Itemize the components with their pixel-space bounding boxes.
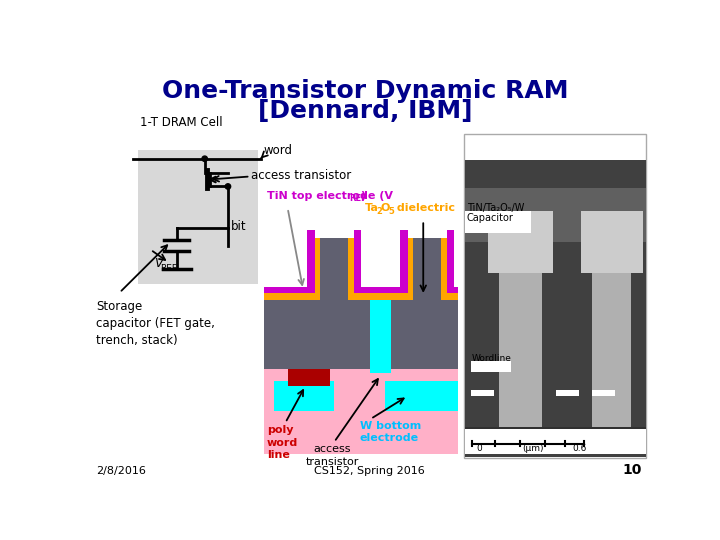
Text: REF: REF — [349, 194, 366, 203]
Text: 5: 5 — [388, 207, 395, 216]
Bar — [264, 293, 458, 300]
Polygon shape — [408, 238, 446, 306]
Circle shape — [225, 184, 230, 189]
Text: 0.6: 0.6 — [573, 444, 588, 454]
Bar — [264, 300, 458, 369]
Text: Wordline: Wordline — [472, 354, 511, 363]
Text: Storage
capacitor (FET gate,
trench, stack): Storage capacitor (FET gate, trench, sta… — [96, 300, 215, 347]
Bar — [465, 427, 646, 450]
Bar — [593, 273, 631, 427]
Bar — [471, 390, 494, 396]
Bar — [413, 238, 441, 306]
Text: 2: 2 — [376, 207, 382, 216]
Bar — [264, 287, 458, 294]
Text: poly
word
line: poly word line — [266, 425, 298, 460]
Text: TiN top electrode (V: TiN top electrode (V — [266, 191, 392, 201]
Bar — [556, 390, 579, 396]
Text: 1-T DRAM Cell: 1-T DRAM Cell — [140, 117, 223, 130]
Bar — [274, 381, 334, 411]
Bar — [287, 369, 330, 386]
Text: 0: 0 — [476, 444, 482, 454]
Text: O: O — [381, 203, 390, 213]
Bar — [580, 211, 642, 273]
Text: (μm): (μm) — [523, 444, 544, 454]
Text: REF: REF — [160, 264, 176, 273]
Text: bit: bit — [231, 220, 247, 233]
Text: ): ) — [361, 191, 366, 201]
Bar — [370, 300, 392, 373]
Text: [Dennard, IBM]: [Dennard, IBM] — [258, 99, 472, 123]
Bar — [487, 211, 554, 273]
Polygon shape — [400, 231, 454, 300]
Bar — [320, 238, 348, 306]
Bar — [465, 211, 531, 233]
Bar — [465, 160, 646, 457]
Text: 10: 10 — [622, 463, 642, 477]
Bar — [465, 188, 646, 242]
Text: word: word — [264, 144, 292, 157]
Text: One-Transistor Dynamic RAM: One-Transistor Dynamic RAM — [162, 79, 568, 103]
Text: W bottom
electrode: W bottom electrode — [360, 421, 421, 443]
Polygon shape — [307, 231, 361, 300]
Text: access transistor: access transistor — [251, 169, 351, 182]
Text: TiN/Ta₂O₅/W: TiN/Ta₂O₅/W — [467, 203, 524, 213]
Bar — [471, 361, 510, 372]
Text: dielectric: dielectric — [393, 203, 455, 213]
Text: access
transistor: access transistor — [306, 444, 359, 467]
Text: CS152, Spring 2016: CS152, Spring 2016 — [314, 467, 424, 476]
Circle shape — [202, 156, 207, 161]
Bar — [264, 369, 458, 454]
Text: Ta: Ta — [365, 203, 379, 213]
Bar — [465, 429, 646, 454]
Bar — [138, 150, 258, 284]
Bar — [593, 390, 616, 396]
Text: V: V — [153, 256, 162, 269]
Text: 2/8/2016: 2/8/2016 — [96, 467, 146, 476]
Bar — [499, 273, 542, 427]
Bar — [464, 134, 647, 457]
Polygon shape — [315, 238, 354, 306]
Bar — [384, 381, 458, 411]
Text: Capacitor: Capacitor — [467, 213, 513, 223]
